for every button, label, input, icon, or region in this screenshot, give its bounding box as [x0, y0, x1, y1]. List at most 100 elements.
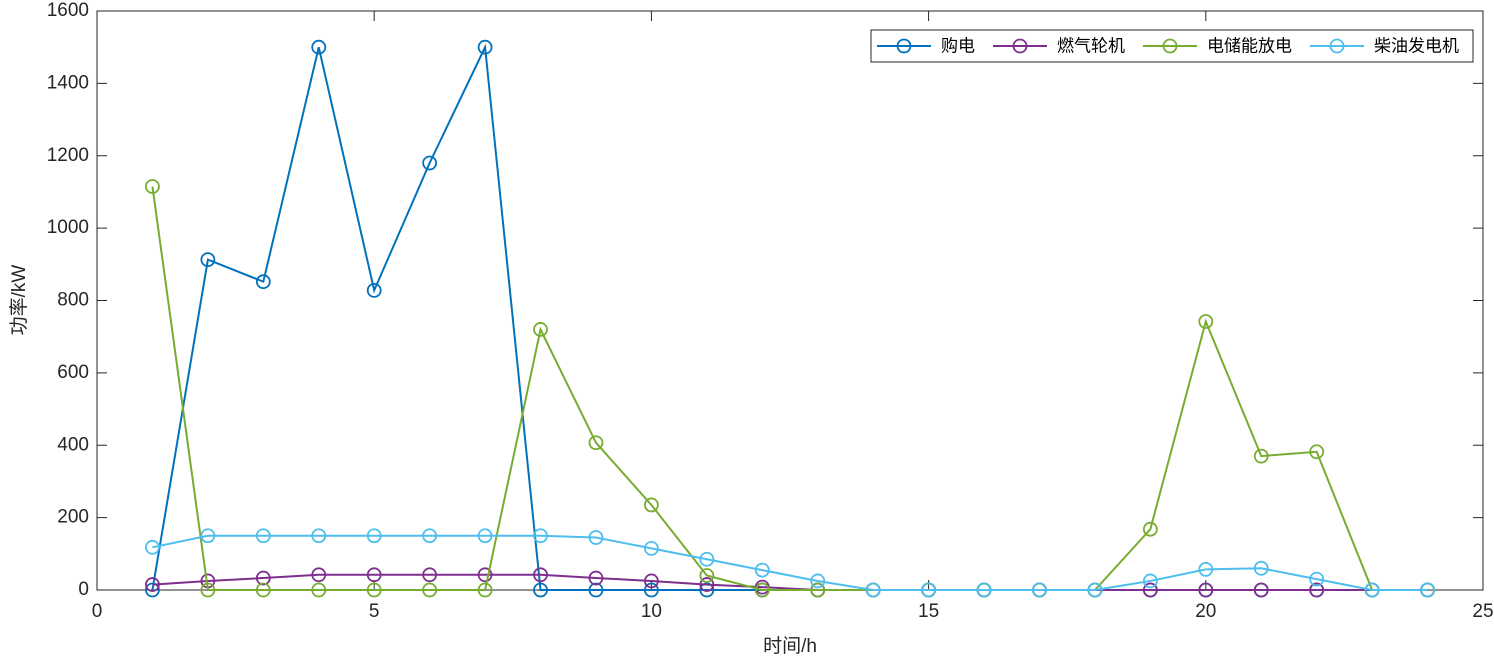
data-point	[1032, 582, 1047, 598]
data-point	[366, 582, 382, 598]
data-point	[1198, 561, 1214, 577]
data-point	[810, 582, 826, 598]
data-point	[200, 582, 216, 598]
data-point	[1253, 560, 1269, 576]
data-point	[1198, 582, 1214, 598]
data-point	[145, 582, 160, 598]
data-point	[976, 582, 992, 598]
y-tick-label: 600	[57, 362, 89, 383]
data-point	[366, 282, 382, 298]
data-point	[422, 582, 438, 598]
y-tick-label: 400	[57, 434, 89, 455]
legend: 购电 燃气轮机 电储能放电 柴油发电机	[870, 29, 1474, 63]
data-point	[588, 570, 604, 586]
data-point	[865, 582, 881, 598]
data-point	[255, 570, 271, 586]
y-tick-label: 0	[78, 579, 89, 600]
data-point	[145, 539, 160, 555]
legend-item: 购电	[877, 36, 975, 55]
data-point	[422, 528, 438, 544]
data-point	[588, 582, 604, 598]
y-tick-label: 1600	[47, 0, 89, 21]
x-tick-label: 15	[918, 601, 939, 622]
y-tick-label: 800	[57, 290, 89, 311]
x-tick-label: 20	[1195, 601, 1216, 622]
data-point	[533, 567, 548, 583]
legend-label: 燃气轮机	[1057, 36, 1125, 55]
data-point	[644, 582, 659, 598]
data-point	[644, 540, 659, 556]
data-point	[699, 551, 715, 567]
data-point	[255, 528, 271, 544]
data-point	[1309, 571, 1325, 587]
legend-label: 柴油发电机	[1374, 36, 1459, 55]
data-point	[588, 435, 604, 451]
data-point	[533, 322, 548, 337]
series-line	[151, 186, 1428, 591]
data-point	[311, 39, 327, 55]
data-point	[255, 274, 271, 290]
data-point	[1142, 521, 1158, 537]
data-point	[477, 567, 493, 583]
data-point	[366, 567, 382, 583]
data-point	[200, 252, 216, 268]
data-point	[1142, 573, 1158, 589]
data-point	[1364, 582, 1380, 598]
data-point	[311, 567, 327, 583]
data-point	[754, 582, 770, 598]
legend-marker	[1162, 38, 1178, 54]
data-point	[1087, 582, 1103, 598]
data-point	[588, 530, 604, 545]
legend-marker	[1012, 38, 1028, 54]
data-point	[1142, 582, 1158, 598]
data-point	[1198, 314, 1214, 329]
data-point	[477, 528, 493, 544]
data-point	[1253, 582, 1269, 598]
y-tick-label: 1400	[47, 72, 89, 93]
y-tick-label: 200	[57, 507, 89, 528]
data-point	[1309, 582, 1325, 598]
data-point	[145, 179, 160, 194]
x-axis-label: 时间/h	[763, 635, 817, 657]
x-tick-label: 5	[369, 601, 380, 622]
data-point	[366, 528, 382, 544]
data-point	[810, 573, 826, 589]
data-point	[477, 39, 493, 55]
data-point	[644, 573, 659, 589]
legend-marker	[896, 38, 912, 54]
data-point	[1253, 448, 1269, 464]
data-point	[422, 155, 438, 171]
plot-area	[96, 10, 1484, 591]
data-point	[644, 497, 659, 513]
data-point	[311, 528, 327, 544]
series-line	[152, 573, 1428, 591]
legend-label: 电储能放电	[1207, 36, 1292, 55]
data-point	[255, 582, 271, 598]
y-tick-label: 1000	[47, 217, 89, 238]
data-point	[422, 567, 438, 583]
data-point	[477, 582, 493, 598]
x-tick-label: 10	[641, 601, 662, 622]
x-tick-label: 0	[92, 601, 103, 622]
data-point	[533, 582, 548, 598]
y-tick-label: 1200	[47, 145, 89, 166]
legend-item: 燃气轮机	[993, 36, 1125, 55]
legend-label: 购电	[941, 36, 975, 55]
data-point	[921, 582, 936, 598]
data-point	[1420, 582, 1435, 598]
data-point	[1309, 444, 1325, 460]
legend-box	[870, 29, 1474, 63]
series-line	[152, 534, 1428, 591]
data-point	[145, 577, 160, 592]
data-point	[699, 577, 715, 592]
data-point	[699, 582, 715, 598]
data-point	[200, 528, 216, 544]
data-point	[533, 528, 548, 544]
data-point	[699, 568, 715, 583]
y-axis-label: 功率/kW	[8, 265, 30, 336]
data-point	[754, 562, 770, 578]
data-point	[311, 582, 327, 598]
legend-item: 柴油发电机	[1310, 36, 1459, 55]
